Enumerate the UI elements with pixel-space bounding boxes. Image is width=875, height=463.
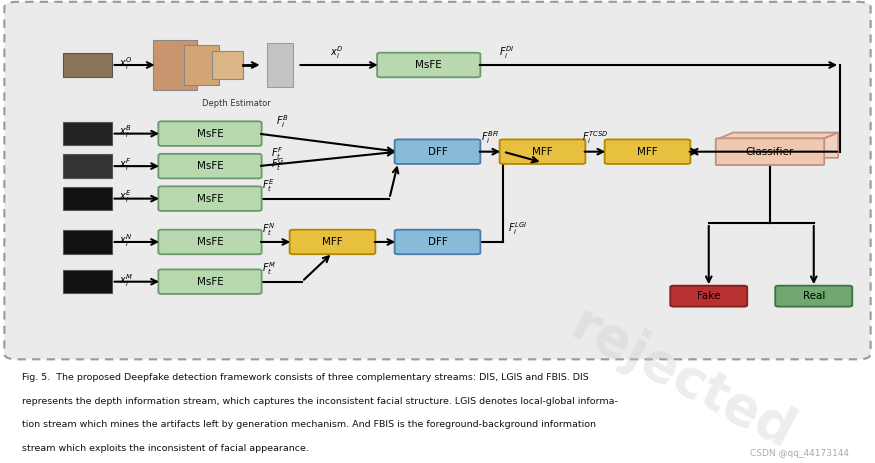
FancyBboxPatch shape bbox=[395, 230, 480, 254]
FancyBboxPatch shape bbox=[64, 230, 112, 254]
Text: MsFE: MsFE bbox=[197, 277, 223, 287]
Text: rejected: rejected bbox=[562, 299, 803, 460]
Text: Classifier: Classifier bbox=[746, 147, 794, 156]
FancyBboxPatch shape bbox=[213, 50, 243, 80]
Text: MFF: MFF bbox=[532, 147, 553, 156]
Text: MsFE: MsFE bbox=[197, 194, 223, 204]
Text: $F_t^{N}$: $F_t^{N}$ bbox=[262, 221, 276, 238]
Text: MsFE: MsFE bbox=[197, 129, 223, 138]
Polygon shape bbox=[718, 132, 838, 139]
Text: DFF: DFF bbox=[428, 237, 447, 247]
Text: stream which exploits the inconsistent of facial appearance.: stream which exploits the inconsistent o… bbox=[22, 444, 309, 453]
FancyBboxPatch shape bbox=[158, 269, 262, 294]
FancyBboxPatch shape bbox=[153, 40, 197, 90]
FancyBboxPatch shape bbox=[267, 44, 293, 87]
Text: Depth Estimator: Depth Estimator bbox=[202, 100, 270, 108]
FancyBboxPatch shape bbox=[64, 187, 112, 210]
FancyBboxPatch shape bbox=[605, 139, 690, 164]
Text: $x_i^M$: $x_i^M$ bbox=[119, 272, 133, 288]
FancyBboxPatch shape bbox=[670, 286, 747, 307]
Text: MFF: MFF bbox=[322, 237, 343, 247]
Text: DFF: DFF bbox=[428, 147, 447, 156]
Text: MsFE: MsFE bbox=[416, 60, 442, 70]
FancyBboxPatch shape bbox=[158, 230, 262, 254]
Text: $x_i^E$: $x_i^E$ bbox=[119, 189, 131, 206]
Text: $F_t^{G}$: $F_t^{G}$ bbox=[271, 156, 284, 173]
FancyBboxPatch shape bbox=[64, 53, 112, 77]
Text: represents the depth information stream, which captures the inconsistent facial : represents the depth information stream,… bbox=[22, 397, 618, 406]
Polygon shape bbox=[822, 132, 838, 158]
Text: $x_i^O$: $x_i^O$ bbox=[119, 55, 132, 72]
FancyBboxPatch shape bbox=[64, 122, 112, 145]
Text: MsFE: MsFE bbox=[197, 161, 223, 171]
FancyBboxPatch shape bbox=[377, 53, 480, 77]
FancyBboxPatch shape bbox=[158, 154, 262, 178]
FancyBboxPatch shape bbox=[4, 2, 871, 359]
Text: $F_i^{LGI}$: $F_i^{LGI}$ bbox=[507, 220, 527, 237]
FancyBboxPatch shape bbox=[64, 270, 112, 294]
FancyBboxPatch shape bbox=[184, 45, 219, 85]
FancyBboxPatch shape bbox=[64, 154, 112, 178]
Text: $x_i^N$: $x_i^N$ bbox=[119, 232, 132, 249]
FancyBboxPatch shape bbox=[290, 230, 375, 254]
Text: MsFE: MsFE bbox=[197, 237, 223, 247]
Text: $F_i^{BFI}$: $F_i^{BFI}$ bbox=[480, 130, 500, 146]
FancyBboxPatch shape bbox=[158, 186, 262, 211]
FancyBboxPatch shape bbox=[395, 139, 480, 164]
Text: CSDN @qq_44173144: CSDN @qq_44173144 bbox=[750, 449, 849, 458]
Text: Fig. 5.  The proposed Deepfake detection framework consists of three complementa: Fig. 5. The proposed Deepfake detection … bbox=[22, 373, 589, 382]
Text: MFF: MFF bbox=[637, 147, 658, 156]
Text: $F_t^{E}$: $F_t^{E}$ bbox=[262, 177, 275, 194]
Text: Real: Real bbox=[802, 291, 825, 301]
Text: Fake: Fake bbox=[697, 291, 720, 301]
Text: $x_i^F$: $x_i^F$ bbox=[119, 156, 131, 173]
Text: $F_t^{M}$: $F_t^{M}$ bbox=[262, 261, 276, 277]
Text: $x_i^D$: $x_i^D$ bbox=[330, 44, 344, 62]
Text: $x_i^B$: $x_i^B$ bbox=[119, 124, 131, 140]
FancyBboxPatch shape bbox=[500, 139, 585, 164]
Text: $F_i^{TCSD}$: $F_i^{TCSD}$ bbox=[582, 130, 608, 146]
Text: $F_t^{F}$: $F_t^{F}$ bbox=[271, 145, 284, 162]
FancyBboxPatch shape bbox=[716, 138, 824, 165]
FancyBboxPatch shape bbox=[158, 121, 262, 146]
FancyBboxPatch shape bbox=[775, 286, 852, 307]
Text: tion stream which mines the artifacts left by generation mechanism. And FBIS is : tion stream which mines the artifacts le… bbox=[22, 420, 596, 429]
Text: $F_i^{B}$: $F_i^{B}$ bbox=[276, 113, 288, 130]
Text: $F_i^{DI}$: $F_i^{DI}$ bbox=[499, 44, 514, 61]
